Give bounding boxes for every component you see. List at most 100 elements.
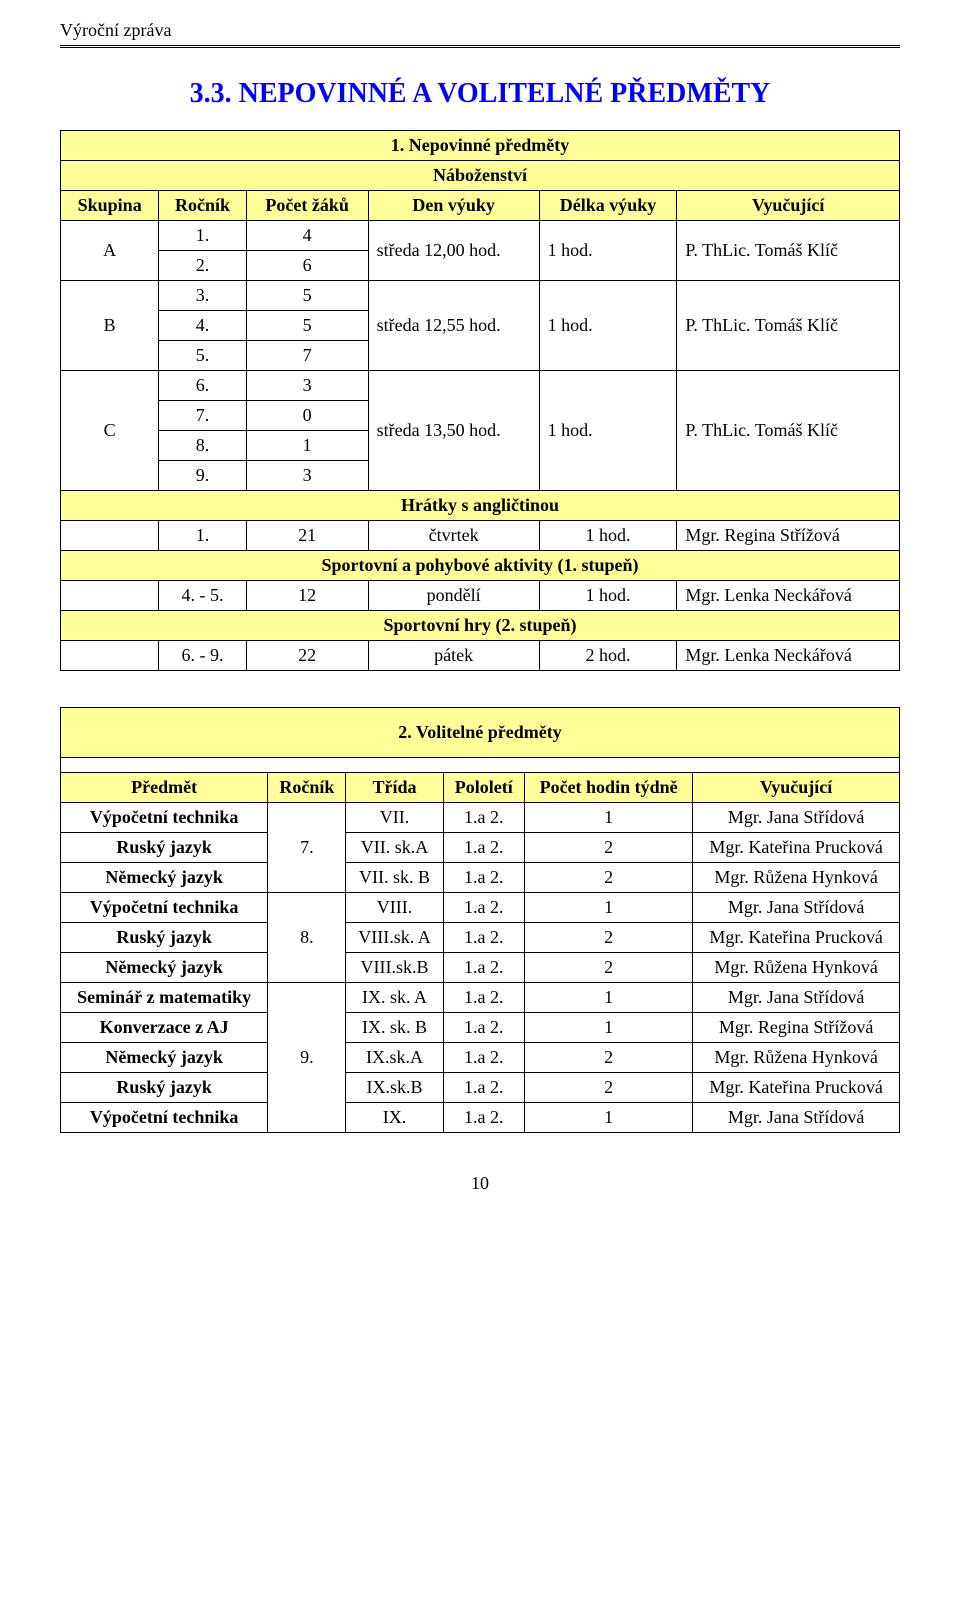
t1-sport2-length: 2 hod.: [539, 641, 677, 671]
t2-cell: IX.sk.B: [346, 1073, 443, 1103]
t2-cell: 1.a 2.: [443, 863, 524, 893]
group-b: B: [61, 281, 159, 371]
t2-cell: Mgr. Regina Střížová: [693, 1013, 900, 1043]
t2-cell: 1.a 2.: [443, 803, 524, 833]
t2-cell: 1: [524, 983, 692, 1013]
hdr-day: Den výuky: [368, 191, 539, 221]
table2-title: 2. Volitelné předměty: [61, 708, 900, 758]
t2-cell: 1: [524, 803, 692, 833]
running-head: Výroční zpráva: [60, 20, 900, 41]
hdr2-term: Pololetí: [443, 773, 524, 803]
t2-cell: 1.a 2.: [443, 1013, 524, 1043]
hdr-pupils: Počet žáků: [246, 191, 368, 221]
t1-c-year-2: 8.: [159, 431, 246, 461]
t1-c-pupils-1: 0: [246, 401, 368, 431]
t2-cell: 2: [524, 1043, 692, 1073]
t1-a-pupils-1: 6: [246, 251, 368, 281]
t1-eng-day: čtvrtek: [368, 521, 539, 551]
t2-cell: 1: [524, 893, 692, 923]
t1-sport2-year: 6. - 9.: [159, 641, 246, 671]
t2-cell: 1.a 2.: [443, 953, 524, 983]
t2-row: Ruský jazyk: [61, 923, 268, 953]
t2-cell: Mgr. Kateřina Prucková: [693, 833, 900, 863]
page-number: 10: [60, 1173, 900, 1194]
t2-year8: 8.: [268, 893, 346, 983]
t2-year7: 7.: [268, 803, 346, 893]
t1-c-length: 1 hod.: [539, 371, 677, 491]
t2-cell: IX. sk. A: [346, 983, 443, 1013]
t2-cell: VII. sk. B: [346, 863, 443, 893]
hdr2-teacher: Vyučující: [693, 773, 900, 803]
table-optional-subjects-1: 1. Nepovinné předměty Náboženství Skupin…: [60, 130, 900, 671]
double-rule: [60, 45, 900, 48]
t1-b-teacher: P. ThLic. Tomáš Klíč: [677, 281, 900, 371]
t1-a-teacher: P. ThLic. Tomáš Klíč: [677, 221, 900, 281]
t1-eng-length: 1 hod.: [539, 521, 677, 551]
t2-cell: 1.a 2.: [443, 1103, 524, 1133]
t2-cell: Mgr. Kateřina Prucková: [693, 923, 900, 953]
spacer-row: [61, 758, 900, 773]
section-title: 3.3. NEPOVINNÉ A VOLITELNÉ PŘEDMĚTY: [60, 78, 900, 110]
t1-sport2-day: pátek: [368, 641, 539, 671]
t1-c-pupils-3: 3: [246, 461, 368, 491]
t1-sub-sport1: Sportovní a pohybové aktivity (1. stupeň…: [61, 551, 900, 581]
t1-sport2-pupils: 22: [246, 641, 368, 671]
hdr2-class: Třída: [346, 773, 443, 803]
t2-cell: 1.a 2.: [443, 1073, 524, 1103]
table1-sub-religion: Náboženství: [61, 161, 900, 191]
t2-cell: VIII.sk.B: [346, 953, 443, 983]
t2-cell: 1.a 2.: [443, 983, 524, 1013]
t2-row: Výpočetní technika: [61, 803, 268, 833]
t2-cell: Mgr. Kateřina Prucková: [693, 1073, 900, 1103]
t2-row: Ruský jazyk: [61, 1073, 268, 1103]
t2-cell: 2: [524, 1073, 692, 1103]
t2-cell: Mgr. Jana Střídová: [693, 983, 900, 1013]
t2-row: Výpočetní technika: [61, 893, 268, 923]
t2-cell: Mgr. Jana Střídová: [693, 1103, 900, 1133]
t1-b-pupils-2: 7: [246, 341, 368, 371]
t1-sport1-day: pondělí: [368, 581, 539, 611]
table1-title: 1. Nepovinné předměty: [61, 131, 900, 161]
t2-year9: 9.: [268, 983, 346, 1133]
hdr2-year: Ročník: [268, 773, 346, 803]
t1-sub-sport2: Sportovní hry (2. stupeň): [61, 611, 900, 641]
t2-cell: VIII.sk. A: [346, 923, 443, 953]
t2-cell: 1: [524, 1103, 692, 1133]
t2-cell: 2: [524, 833, 692, 863]
t2-row: Ruský jazyk: [61, 833, 268, 863]
table-elective-subjects-2: 2. Volitelné předměty Předmět Ročník Tří…: [60, 707, 900, 1133]
t1-b-length: 1 hod.: [539, 281, 677, 371]
t2-row: Konverzace z AJ: [61, 1013, 268, 1043]
t1-c-pupils-0: 3: [246, 371, 368, 401]
hdr-length: Délka výuky: [539, 191, 677, 221]
t2-cell: Mgr. Růžena Hynková: [693, 1043, 900, 1073]
t1-c-year-1: 7.: [159, 401, 246, 431]
t2-cell: 2: [524, 953, 692, 983]
t1-eng-year: 1.: [159, 521, 246, 551]
t1-c-day: středa 13,50 hod.: [368, 371, 539, 491]
t2-cell: IX. sk. B: [346, 1013, 443, 1043]
hdr-group: Skupina: [61, 191, 159, 221]
t2-row: Německý jazyk: [61, 953, 268, 983]
hdr-teacher: Vyučující: [677, 191, 900, 221]
t1-b-pupils-0: 5: [246, 281, 368, 311]
t2-row: Seminář z matematiky: [61, 983, 268, 1013]
t2-cell: VIII.: [346, 893, 443, 923]
t2-cell: 2: [524, 863, 692, 893]
t2-cell: IX.sk.A: [346, 1043, 443, 1073]
blank-cell: [61, 581, 159, 611]
group-c: C: [61, 371, 159, 491]
t2-row: Výpočetní technika: [61, 1103, 268, 1133]
t1-b-pupils-1: 5: [246, 311, 368, 341]
t1-a-year-0: 1.: [159, 221, 246, 251]
hdr-year: Ročník: [159, 191, 246, 221]
t1-sport1-teacher: Mgr. Lenka Neckářová: [677, 581, 900, 611]
t2-cell: Mgr. Růžena Hynková: [693, 863, 900, 893]
t2-cell: 1.a 2.: [443, 1043, 524, 1073]
t1-sport1-pupils: 12: [246, 581, 368, 611]
t2-cell: 1.a 2.: [443, 893, 524, 923]
t1-b-year-2: 5.: [159, 341, 246, 371]
t1-sport1-year: 4. - 5.: [159, 581, 246, 611]
blank-cell: [61, 521, 159, 551]
t2-row: Německý jazyk: [61, 863, 268, 893]
